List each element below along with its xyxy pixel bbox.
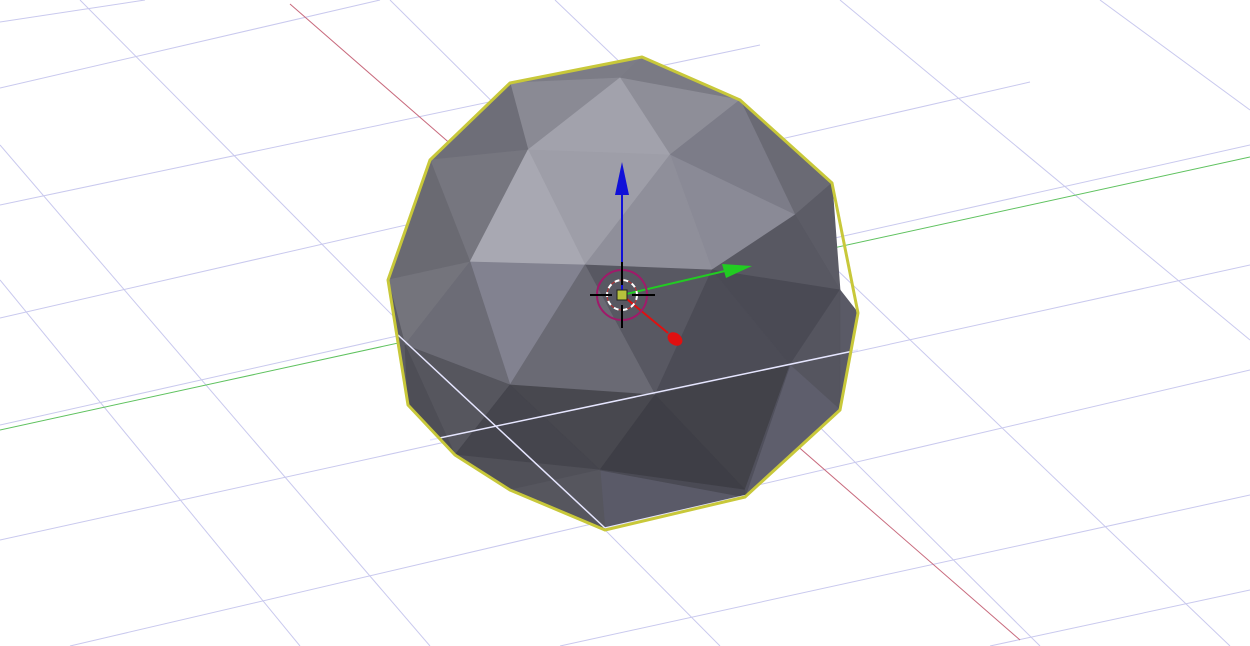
z-axis-arrow-icon[interactable] (615, 162, 629, 195)
3d-cursor-icon (590, 262, 655, 328)
translate-gizmo-icon[interactable] (615, 162, 752, 349)
highlighted-edge (397, 334, 606, 529)
x-axis-handle-line[interactable] (621, 294, 669, 334)
highlighted-edge (429, 349, 859, 441)
selection-outline (386, 55, 860, 532)
grid-line (0, 0, 146, 23)
y-axis-handle-line[interactable] (621, 270, 726, 296)
mesh-face (599, 469, 746, 498)
grid-line (0, 279, 301, 646)
grid-line (0, 144, 431, 646)
mesh-face (429, 82, 529, 161)
grid-line (989, 589, 1250, 646)
x-axis-handle-icon[interactable] (665, 329, 685, 348)
object-origin-dot (616, 289, 628, 301)
icosphere-object[interactable] (387, 56, 859, 531)
grid-line (839, 0, 1250, 341)
grid-line (1099, 0, 1250, 111)
grid-line (559, 494, 1250, 646)
y-axis-arrow-icon[interactable] (722, 264, 752, 278)
grid-line (0, 0, 381, 89)
